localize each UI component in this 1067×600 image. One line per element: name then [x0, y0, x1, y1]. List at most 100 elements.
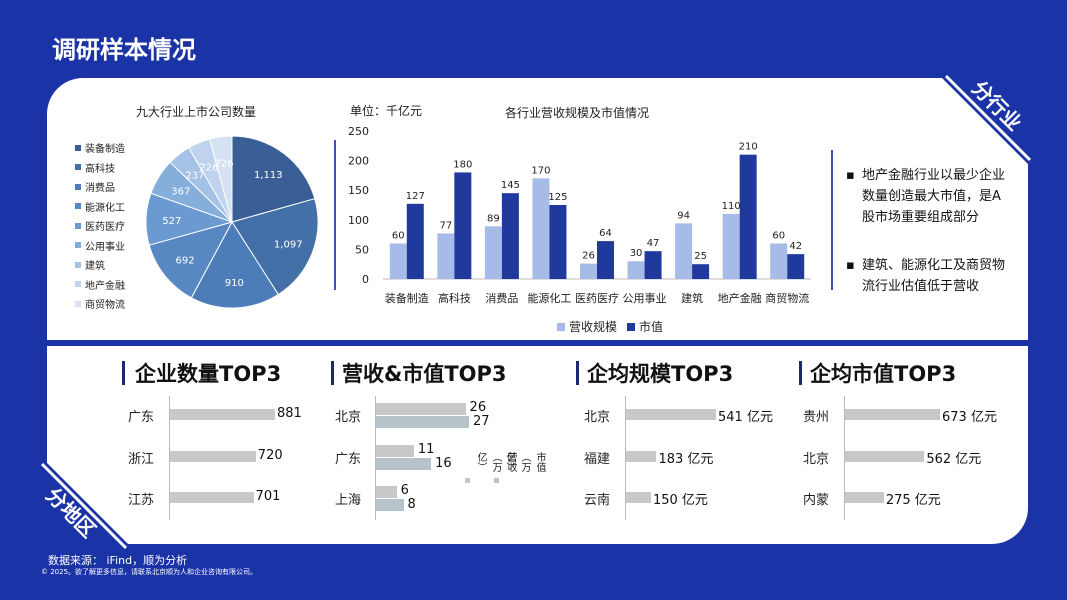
bar-1-3	[549, 205, 567, 279]
pie-legend-label: 高科技	[85, 163, 115, 175]
pie-legend-item-0: 装备制造	[75, 140, 125, 155]
pie-legend-label: 地产金融	[85, 280, 125, 292]
sec2-label-2: 上海	[335, 493, 362, 508]
pie-legend-item-2: 消费品	[75, 179, 115, 194]
bar-category-label: 建筑	[681, 291, 703, 305]
sec1-axis	[169, 396, 170, 520]
sec2-legend-cap-label: 市值（万亿）	[504, 452, 545, 472]
sec3-label-1: 福建	[584, 451, 611, 467]
sec2-axis	[375, 396, 376, 520]
pie-legend-swatch	[75, 222, 81, 229]
pie-legend-label: 医药医疗	[85, 222, 125, 233]
pie-legend-swatch	[75, 300, 81, 307]
sec1-bar-0	[170, 409, 275, 420]
bar-value-label: 89	[487, 213, 500, 224]
bar-legend-label: 营收规模	[569, 320, 618, 334]
divider-1	[334, 140, 336, 290]
sec1-bar-2	[170, 492, 254, 503]
ribbon-top	[938, 74, 1038, 174]
sec1-marker	[122, 361, 125, 385]
bar-1-5	[644, 251, 662, 279]
pie-legend-label: 能源化工	[85, 202, 125, 214]
sec3-bar-0	[626, 409, 716, 420]
bar-ytick: 0	[362, 273, 369, 286]
bar-value-label: 77	[439, 220, 452, 231]
region-card	[47, 346, 1028, 544]
bar-legend-swatch	[627, 322, 635, 331]
sec4-label-0: 贵州	[803, 410, 830, 425]
bar-category-label: 医药医疗	[575, 291, 619, 305]
bar-0-8	[770, 243, 788, 279]
pie-legend-label: 商贸物流	[85, 300, 125, 311]
pie-legend-label: 建筑	[85, 261, 105, 272]
pie-legend-swatch	[75, 183, 81, 190]
pie-slice-label-3: 692	[175, 256, 194, 267]
sec2-rev-bar-1	[376, 444, 414, 457]
pie-legend-item-4: 医药医疗	[75, 218, 125, 233]
bar-0-4	[580, 263, 597, 279]
bar-title: 各行业营收规模及市值情况	[505, 106, 650, 120]
bar-1-8	[787, 254, 805, 279]
pie-legend-label: 消费品	[85, 183, 115, 194]
pie-legend-swatch	[75, 281, 81, 287]
bar-0-2	[484, 226, 502, 279]
bar-value-label: 125	[548, 192, 567, 203]
pie-legend-item-3: 能源化工	[75, 199, 125, 214]
sec3-bar-1	[626, 450, 657, 462]
pie-legend-item-8: 商贸物流	[75, 296, 125, 311]
bar-1-1	[454, 172, 472, 279]
sec2-label-0: 北京	[335, 410, 362, 425]
sec3-label-2: 云南	[584, 493, 611, 508]
bar-category-label: 装备制造	[385, 291, 429, 305]
sec2-title: 营收&市值TOP3	[342, 362, 507, 386]
bar-ytick: 150	[348, 184, 369, 197]
bar-value-label: 180	[453, 159, 472, 170]
sec3-value-1: 183 亿元	[658, 451, 714, 467]
pie-legend-label: 公用事业	[85, 241, 125, 253]
pie-slice-1	[231, 198, 319, 296]
bar-legend-item-0: 营收规模	[557, 318, 617, 335]
pie-slice-label-6: 237	[185, 171, 204, 182]
bar-value-label: 127	[406, 191, 425, 202]
sec2-rev-bar-0	[376, 403, 466, 415]
bar-category-label: 高科技	[438, 291, 471, 305]
sec2-cap-bar-1	[376, 457, 432, 470]
sec3-marker	[576, 361, 579, 385]
bar-value-label: 42	[789, 241, 802, 252]
sec3-value-0: 541 亿元	[718, 410, 773, 425]
sec2-rev-value-1: 11	[417, 441, 435, 457]
bar-value-label: 110	[722, 201, 741, 212]
sec4-axis	[844, 396, 845, 520]
bar-category-label: 商贸物流	[765, 291, 809, 305]
sec2-marker	[331, 361, 334, 385]
pie-slice-8	[209, 135, 233, 223]
bar-ytick: 50	[355, 243, 369, 256]
bar-legend-item-1: 市值	[627, 318, 663, 335]
bar-0-0	[389, 243, 407, 279]
pie-legend-item-1: 高科技	[75, 160, 115, 175]
bar-category-label: 地产金融	[718, 291, 762, 305]
sec3-axis	[625, 396, 626, 520]
bar-category-label: 消费品	[485, 291, 518, 305]
sec3-title: 企均规模TOP3	[587, 362, 734, 386]
bar-chart: 250 200 150 100 50 0 60 127 装备制造 77 180 高科技 89 145 消费品…	[348, 125, 811, 305]
sec2-rev-value-0: 26	[469, 400, 487, 415]
bar-1-7	[739, 154, 757, 279]
divider-2	[831, 150, 833, 290]
sec4-value-1: 562 亿元	[926, 451, 982, 467]
bullet-1-text: 地产金融行业以最少企业数量创造最大市值，是A股市场重要组成部分	[862, 168, 1006, 225]
bar-1-0	[406, 203, 424, 279]
bullet-2-marker: ▪	[846, 258, 855, 273]
pie-slice-0	[231, 135, 316, 223]
pie-slice-label-7: 226	[199, 162, 218, 173]
sec2-cap-value-2: 8	[407, 497, 416, 512]
sec2-rev-value-2: 6	[400, 483, 409, 498]
sec4-value-2: 275 亿元	[885, 493, 941, 508]
sec3-bar-2	[626, 492, 651, 503]
pie-legend-swatch	[75, 261, 81, 268]
pie-legend-item-5: 公用事业	[75, 238, 125, 253]
pie-slice-label-5: 367	[171, 186, 190, 197]
bullet-1-marker: ▪	[846, 168, 855, 183]
pie-legend-item-7: 地产金融	[75, 277, 125, 292]
bar-value-label: 47	[647, 238, 660, 249]
